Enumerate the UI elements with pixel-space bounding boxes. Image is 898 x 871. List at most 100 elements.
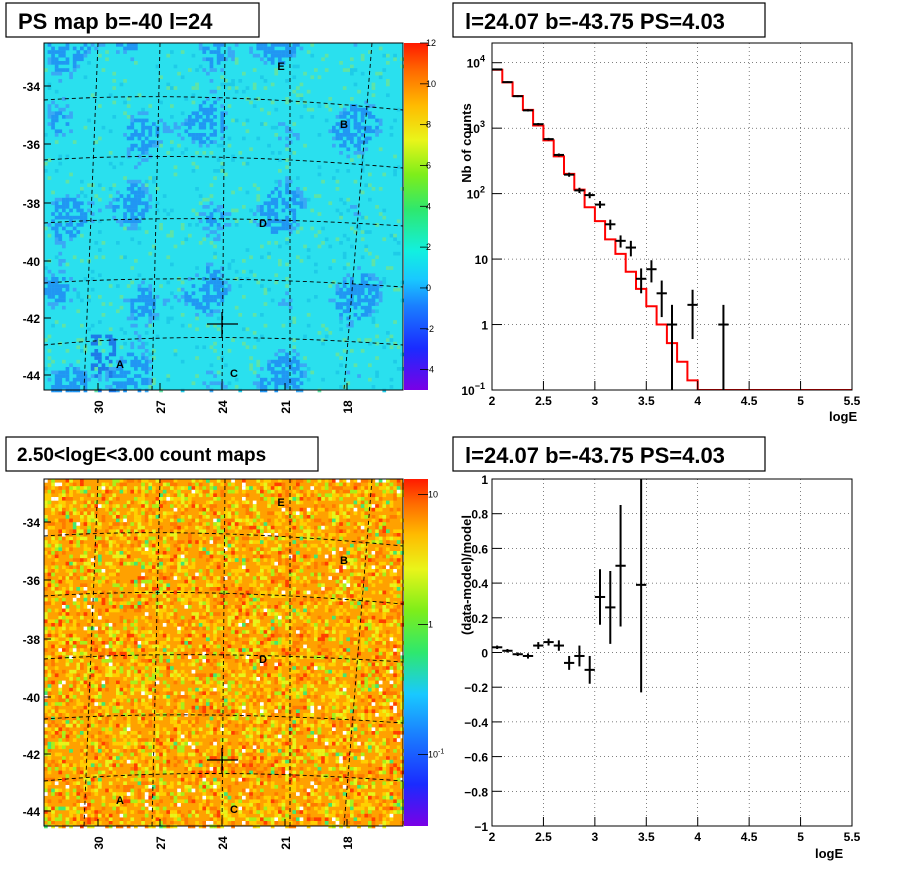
y-tick-label: −0.8	[464, 785, 488, 799]
source-cross-marker	[207, 748, 238, 773]
x-tick-label: 5	[797, 394, 804, 408]
x-tick-label: 18	[341, 836, 355, 850]
data-point	[502, 81, 513, 84]
data-point	[636, 268, 647, 294]
coordinate-grid	[43, 42, 404, 391]
y-tick-label: −0.2	[464, 681, 488, 695]
y-tick-label: 102	[467, 185, 485, 202]
residual-point	[522, 653, 534, 659]
y-tick-label: -42	[23, 748, 41, 762]
data-point	[687, 289, 698, 340]
x-tick-label: 3	[592, 830, 599, 844]
x-tick-label: 24	[216, 836, 230, 850]
panel-title: PS map b=-40 l=24	[18, 9, 213, 34]
y-tick-label: 0.4	[471, 577, 488, 591]
residual-point	[584, 655, 595, 684]
colorbar-tick-label: 6	[426, 160, 431, 170]
data-points	[492, 68, 729, 390]
title-box	[5, 436, 319, 472]
x-tick-label: 4.5	[741, 394, 758, 408]
data-point	[512, 95, 523, 98]
x-tick-label: 21	[279, 836, 293, 850]
x-tick-label: 3.5	[638, 394, 655, 408]
source-label-d: D	[259, 654, 267, 666]
residual-point	[564, 655, 575, 670]
source-label-c: C	[230, 804, 238, 816]
y-tick-label: -38	[23, 197, 41, 211]
y-tick-label: 0	[481, 647, 488, 661]
colorbar-tick-label: 10	[426, 79, 436, 89]
residual-point	[533, 642, 544, 650]
y-tick-label: -40	[23, 255, 41, 269]
y-tick-label: -34	[23, 516, 41, 530]
x-tick-label: 24	[216, 400, 230, 414]
x-tick-label: 30	[92, 836, 106, 850]
data-point	[594, 201, 606, 209]
axes: 2 2.5 3 3.5 4 4.5 5 5.5 1 0.8 0.6 0.4 0.2 0 −0.2 −0.4 −0…	[464, 473, 860, 844]
x-tick-label: 4	[694, 830, 701, 844]
source-label-a: A	[116, 359, 124, 371]
y-tick-label: 0.2	[471, 612, 488, 626]
y-tick-label: 0.8	[471, 508, 488, 522]
panel-ps-map: PS map b=-40 l=24 30 27 24 21 18-34-36-38-40…	[5, 2, 436, 414]
colorbar-tick-label: 12	[426, 38, 436, 48]
data-point	[543, 137, 554, 141]
x-tick-label: 5	[797, 830, 804, 844]
x-tick-label: 18	[341, 400, 355, 414]
title-box	[5, 2, 260, 38]
y-tick-label: 104	[467, 54, 485, 71]
panel-title: l=24.07 b=-43.75 PS=4.03	[465, 9, 725, 34]
panel-count-map: 2.50<logE<3.00 count maps 30 27 24 21 18 -34 -…	[5, 436, 444, 850]
y-tick-label: −0.4	[464, 716, 488, 730]
heatmap-area	[44, 43, 405, 393]
source-label-b: B	[340, 119, 348, 131]
residual-point	[492, 645, 503, 650]
source-label-a: A	[116, 795, 124, 807]
data-point	[533, 122, 544, 126]
plot-grid	[491, 478, 853, 827]
x-tick-label: 21	[279, 400, 293, 414]
y-tick-label: 0.6	[471, 542, 488, 556]
x-tick-label: 2.5	[535, 394, 552, 408]
residual-point	[615, 505, 626, 627]
residual-point	[574, 645, 585, 667]
y-tick-label: -38	[23, 633, 41, 647]
colorbar-tick-label: -4	[426, 365, 434, 375]
source-label-b: B	[340, 555, 348, 567]
data-point	[646, 260, 657, 283]
panel-counts-spectrum: l=24.07 b=-43.75 PS=4.03 2 2.5 3 3.5 4 4.5 5 5.…	[452, 2, 861, 424]
x-tick-label: 4	[694, 394, 701, 408]
source-labels: E B D A C	[116, 497, 348, 816]
data-point	[574, 187, 585, 194]
data-point	[625, 240, 636, 257]
data-point	[522, 109, 534, 112]
source-label-d: D	[259, 218, 267, 230]
data-point	[666, 304, 678, 390]
panel-residuals: l=24.07 b=-43.75 PS=4.03 2 2.5 3 3.5 4 4.5 5 5.…	[452, 436, 861, 861]
source-label-e: E	[277, 61, 284, 73]
colorbar	[404, 479, 428, 826]
colorbar-tick-label: 0	[426, 283, 431, 293]
x-tick-label: 27	[154, 400, 168, 414]
x-axis-label: logE	[815, 846, 843, 861]
y-tick-label: -44	[23, 369, 41, 383]
x-tick-label: 5.5	[844, 394, 861, 408]
x-tick-label: 3.5	[638, 830, 655, 844]
data-point	[564, 172, 575, 177]
colorbar-tick-label: 2	[426, 242, 431, 252]
residual-point	[502, 649, 513, 653]
x-tick-label: 2.5	[535, 830, 552, 844]
colorbar	[404, 43, 428, 390]
axes: 2 2.5 3 3.5 4 4.5 5 5.5 10−1 1 10 102 103 104	[461, 54, 860, 408]
source-label-e: E	[277, 497, 284, 509]
heatmap-area	[44, 479, 405, 829]
source-cross-marker	[207, 312, 238, 337]
y-tick-label: -40	[23, 691, 41, 705]
data-point	[615, 235, 626, 248]
data-point	[718, 304, 729, 390]
y-tick-label: −0.6	[464, 751, 488, 765]
panel-title: 2.50<logE<3.00 count maps	[17, 445, 266, 466]
x-axis-label: logE	[829, 409, 857, 424]
y-tick-label: -36	[23, 138, 41, 152]
